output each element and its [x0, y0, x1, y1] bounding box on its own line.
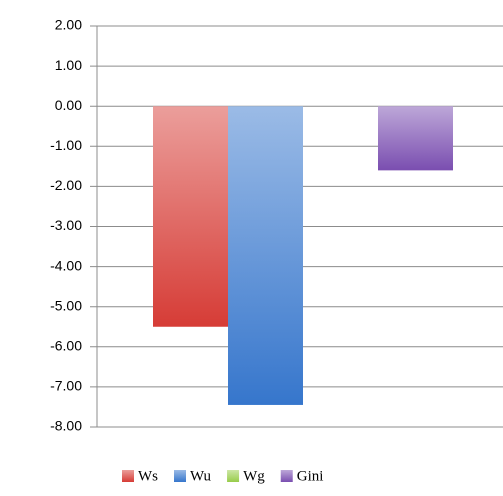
legend-label: Wg: [243, 468, 265, 484]
y-tick-label: 1.00: [55, 57, 82, 73]
legend-label: Gini: [297, 468, 324, 484]
bar: [228, 106, 303, 405]
legend-swatch: [122, 470, 134, 482]
y-tick-label: -8.00: [50, 418, 82, 434]
bar: [153, 106, 228, 327]
bar: [378, 106, 453, 171]
legend-label: Wu: [190, 468, 212, 484]
y-tick-label: 0.00: [55, 97, 82, 113]
legend-swatch: [174, 470, 186, 482]
y-tick-label: -6.00: [50, 338, 82, 354]
y-tick-label: -3.00: [50, 217, 82, 233]
y-tick-label: -1.00: [50, 137, 82, 153]
y-tick-label: -2.00: [50, 177, 82, 193]
legend-label: Ws: [138, 468, 158, 484]
legend-swatch: [280, 470, 293, 482]
y-tick-label: -5.00: [50, 297, 82, 313]
y-tick-label: 2.00: [55, 17, 82, 33]
legend-swatch: [227, 470, 240, 482]
y-tick-label: -7.00: [50, 378, 82, 394]
y-tick-label: -4.00: [50, 257, 82, 273]
